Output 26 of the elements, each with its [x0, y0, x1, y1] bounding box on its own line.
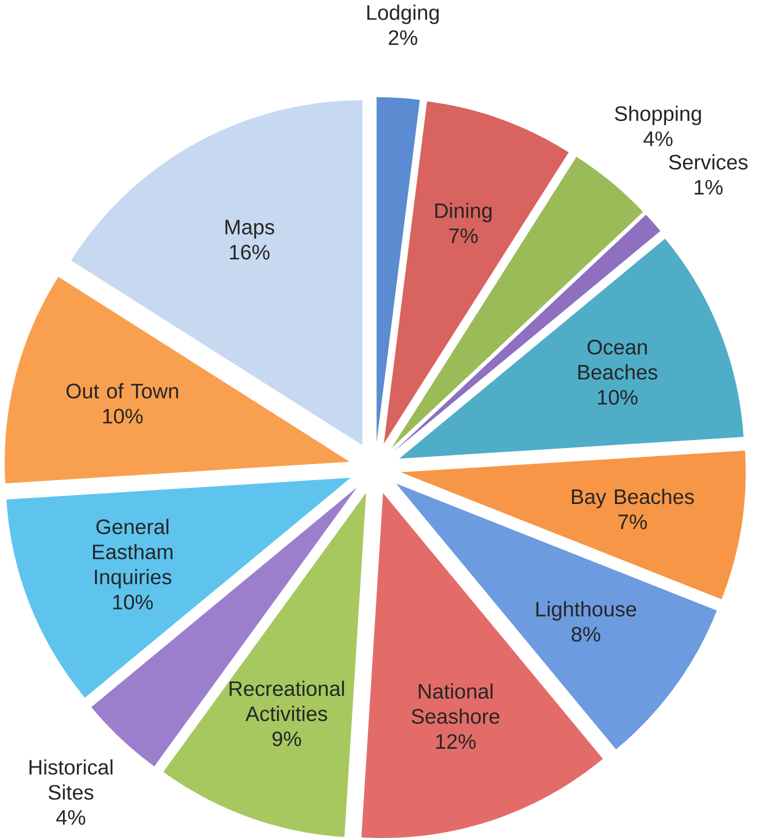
data-label: 7% — [449, 228, 478, 244]
slice-label: Historical Sites — [30, 759, 112, 800]
data-label: 10% — [598, 390, 638, 405]
slice-label: Lodging — [367, 4, 439, 24]
slice-label: National Seashore — [412, 683, 500, 724]
slice-label: Ocean Beaches — [578, 340, 658, 380]
slice-label: Out of Town — [66, 383, 178, 398]
slice-label: Dining — [435, 202, 492, 222]
data-label: 16% — [230, 244, 270, 260]
data-label: 12% — [436, 734, 476, 749]
slice-label: Lighthouse — [536, 601, 636, 621]
data-label: 1% — [694, 180, 723, 195]
slice-label: Bay Beaches — [572, 488, 694, 508]
data-label: 4% — [644, 131, 672, 146]
data-label: 7% — [618, 514, 647, 530]
slice-label: Maps — [225, 220, 274, 239]
slice-label: Shopping — [614, 106, 701, 126]
slice-label: General Eastham Inquiries — [93, 518, 172, 589]
data-label: 10% — [103, 408, 143, 424]
data-label: 8% — [572, 626, 600, 642]
slice-label: Services — [669, 154, 748, 170]
slice-label: Recreational Activities — [230, 680, 344, 722]
data-label: 4% — [56, 810, 86, 825]
data-label: 9% — [272, 731, 301, 746]
data-label: 10% — [113, 594, 153, 610]
data-label: 2% — [388, 30, 418, 46]
